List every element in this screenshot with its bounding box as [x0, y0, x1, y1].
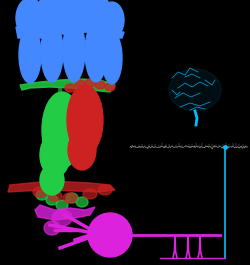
Ellipse shape [85, 79, 95, 87]
Ellipse shape [42, 92, 82, 168]
Ellipse shape [56, 200, 68, 210]
Polygon shape [8, 181, 115, 192]
Ellipse shape [40, 165, 64, 195]
Polygon shape [38, 22, 66, 34]
Ellipse shape [75, 80, 85, 88]
Ellipse shape [85, 22, 107, 82]
Ellipse shape [40, 133, 70, 177]
Ellipse shape [65, 84, 75, 92]
Ellipse shape [52, 210, 72, 226]
Ellipse shape [36, 190, 48, 200]
Ellipse shape [67, 85, 103, 155]
Ellipse shape [95, 81, 105, 89]
Ellipse shape [98, 185, 112, 195]
Ellipse shape [100, 2, 124, 38]
Ellipse shape [169, 69, 221, 111]
Ellipse shape [63, 193, 77, 203]
Ellipse shape [83, 189, 97, 199]
Ellipse shape [33, 187, 47, 197]
Ellipse shape [60, 0, 88, 32]
Ellipse shape [16, 0, 44, 38]
Polygon shape [16, 27, 44, 38]
Ellipse shape [82, 0, 110, 32]
Ellipse shape [44, 221, 60, 235]
Polygon shape [60, 18, 88, 32]
Ellipse shape [19, 27, 41, 83]
Polygon shape [100, 32, 124, 38]
Ellipse shape [102, 32, 122, 84]
Ellipse shape [88, 213, 132, 257]
Ellipse shape [105, 83, 115, 91]
Ellipse shape [48, 191, 62, 201]
Ellipse shape [46, 195, 58, 205]
Ellipse shape [63, 18, 85, 82]
Polygon shape [82, 22, 110, 32]
Ellipse shape [38, 0, 66, 34]
Ellipse shape [76, 197, 88, 207]
Ellipse shape [68, 130, 96, 170]
Ellipse shape [66, 193, 78, 203]
Polygon shape [20, 79, 115, 92]
Polygon shape [35, 205, 95, 220]
Ellipse shape [41, 22, 63, 82]
